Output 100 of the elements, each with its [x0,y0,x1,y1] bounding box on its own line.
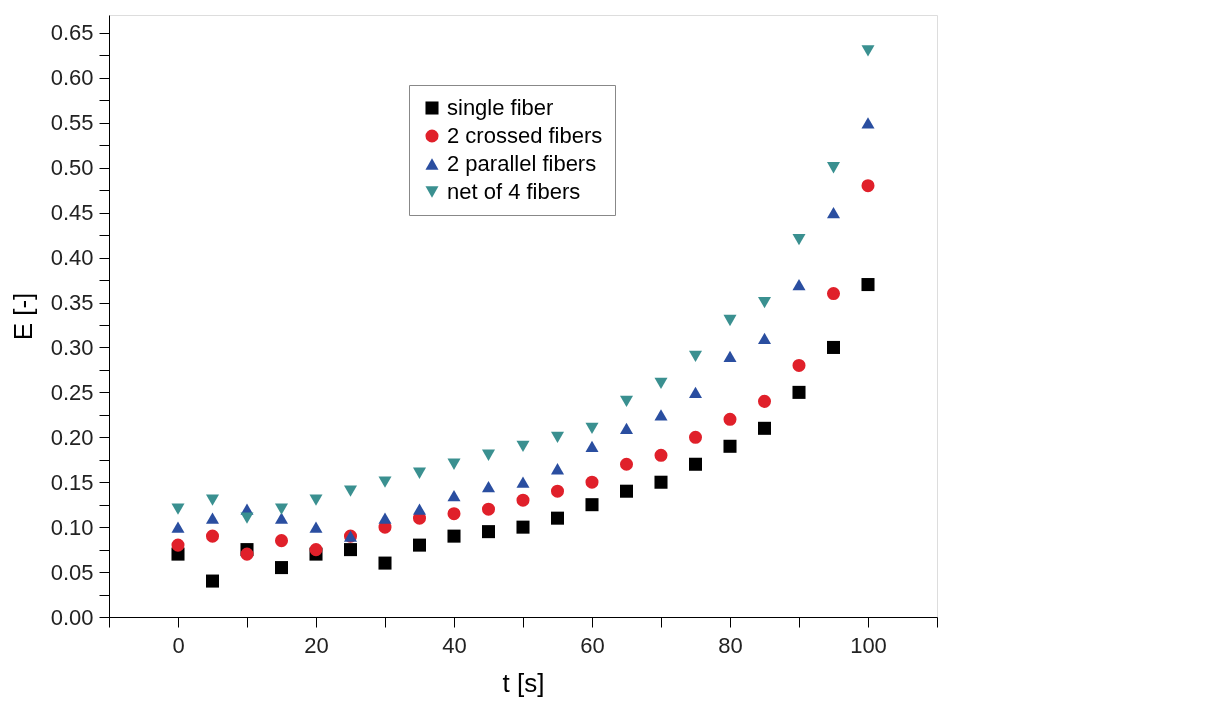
point [309,521,323,533]
y-axis-title: E [-] [7,292,38,341]
point [654,475,668,489]
point [792,385,806,399]
x-tick-label: 20 [304,632,329,658]
point [447,490,461,502]
y-tick-label: 0.15 [50,469,94,495]
point [412,538,427,552]
point [619,422,634,434]
point [861,278,875,292]
y-tick-label: 0.30 [50,334,94,360]
point [447,458,461,470]
point [171,521,185,533]
point [447,529,461,543]
x-tick-label: 80 [718,632,743,658]
point [240,547,254,561]
x-tick-label: 0 [172,632,185,658]
point [654,448,668,462]
point [688,386,703,399]
y-tick-label: 0.05 [50,559,94,585]
y-tick-label: 0.20 [50,424,94,450]
point [585,440,599,452]
point [550,511,565,525]
point [378,476,392,488]
y-tick-label: 0.10 [50,514,94,540]
point [688,457,703,471]
point [585,498,599,512]
point [378,512,392,524]
point [205,574,220,588]
point [826,162,841,174]
point [481,449,496,461]
point [171,538,185,552]
point [412,467,427,479]
point [274,561,289,575]
point [309,543,323,557]
x-tick-label: 100 [850,632,887,658]
point [861,179,875,193]
point [757,332,772,345]
point [826,340,841,354]
point [550,463,565,475]
y-tick-label: 0.00 [50,604,94,630]
point [585,475,599,489]
legend-label: net of 4 fibers [447,179,581,204]
y-tick-label: 0.40 [50,245,94,271]
point [516,493,530,507]
x-tick-label: 60 [580,632,605,658]
legend-label: 2 parallel fibers [447,151,597,176]
point [274,534,289,548]
y-tick-label: 0.60 [50,65,94,91]
point [205,494,220,506]
point [205,512,220,524]
point [826,207,841,219]
x-axis-title: t [s] [502,667,545,698]
point [412,503,427,515]
legend-label: 2 crossed fibers [447,123,603,148]
legend-label: single fiber [447,95,554,120]
point [757,394,772,408]
point [550,431,565,443]
x-tick-label: 40 [442,632,467,658]
point [654,409,668,421]
point [171,503,185,515]
point [688,430,703,444]
y-tick-label: 0.45 [50,200,94,226]
point [481,525,496,539]
point [481,502,496,516]
point [343,485,358,497]
point [792,233,806,246]
point [688,350,703,363]
point [516,520,530,534]
point [481,481,496,493]
point [516,440,530,452]
point [792,278,806,291]
point [619,457,634,471]
point [343,543,358,557]
y-tick-label: 0.35 [50,290,94,316]
point [309,494,323,506]
point [378,556,392,570]
point [619,395,634,407]
point [447,507,461,521]
point [723,350,737,363]
point [550,484,565,498]
point [274,503,289,515]
point [723,439,737,453]
y-tick-label: 0.65 [50,20,94,46]
point [619,484,634,498]
point [274,512,289,524]
point [516,476,530,488]
point [654,377,668,390]
point [585,422,599,434]
point [723,314,737,327]
point [826,287,841,301]
point [861,45,875,57]
point [861,117,875,129]
y-tick-label: 0.50 [50,155,94,181]
point [757,421,772,435]
point [792,358,806,372]
y-tick-label: 0.25 [50,379,94,405]
y-tick-label: 0.55 [50,110,94,136]
point [723,412,737,426]
point [205,529,220,543]
